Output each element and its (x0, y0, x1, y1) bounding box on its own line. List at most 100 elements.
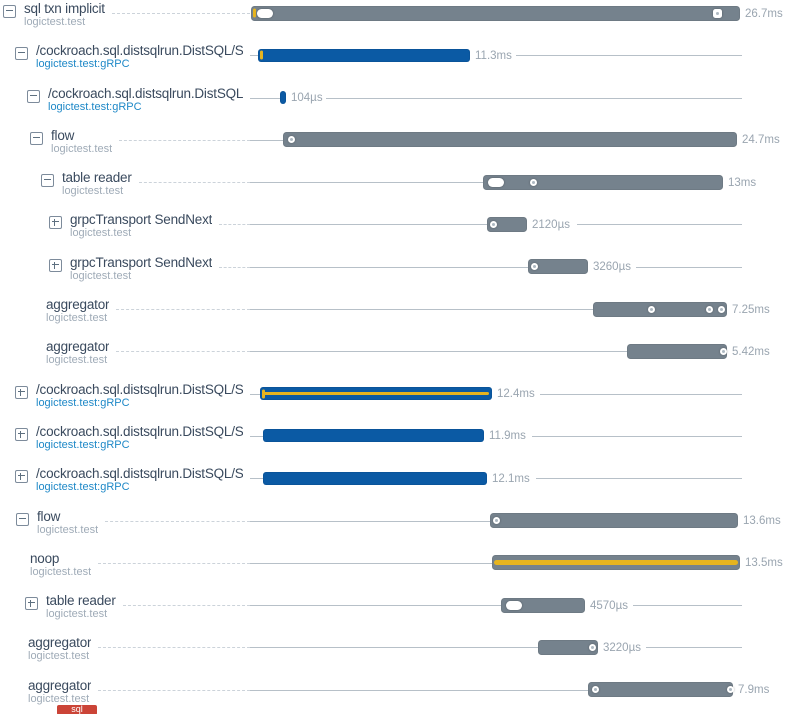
collapse-icon[interactable] (30, 131, 43, 145)
event-marker-dot[interactable] (592, 686, 599, 694)
span-title[interactable]: sql txn implicit (24, 2, 105, 16)
expand-icon[interactable] (15, 470, 28, 484)
span-bar[interactable] (588, 682, 733, 698)
event-marker-pill[interactable] (488, 177, 504, 187)
span-label-zone: aggregator logictest.test (0, 636, 252, 666)
span-duration: 3220µs (603, 641, 641, 654)
span-bar[interactable] (260, 387, 492, 401)
span-duration: 12.1ms (492, 472, 530, 485)
expand-icon[interactable] (15, 427, 28, 441)
expand-icon[interactable] (25, 597, 38, 611)
span-bar[interactable] (283, 132, 737, 148)
span-subtitle[interactable]: logictest.test:gRPC (36, 58, 130, 71)
span-title[interactable]: table reader (46, 594, 116, 609)
span-bar[interactable] (627, 343, 727, 359)
event-marker-dot[interactable] (530, 178, 537, 186)
span-row: grpcTransport SendNext logictest.test 21… (0, 211, 786, 253)
indent-spacer (0, 2, 3, 3)
span-bar[interactable] (263, 471, 487, 485)
leader-dotted-line (105, 520, 250, 522)
span-title[interactable]: flow (37, 509, 61, 524)
expand-icon[interactable] (15, 385, 28, 399)
span-title[interactable]: grpcTransport SendNext (70, 255, 213, 270)
span-duration: 11.3ms (475, 49, 512, 62)
span-title[interactable]: /cockroach.sql.distsqlrun.DistSQL/S (48, 86, 243, 101)
yellow-start-tick (262, 389, 265, 399)
span-texts: aggregator logictest.test (46, 298, 109, 324)
span-row: aggregator logictest.test 5.42ms (0, 338, 786, 380)
span-duration: 5.42ms (732, 345, 770, 358)
event-marker-sqdot[interactable] (713, 8, 722, 18)
span-subtitle[interactable]: logictest.test:gRPC (48, 100, 142, 113)
indent-spacer (0, 425, 15, 426)
span-bar[interactable] (280, 91, 286, 105)
span-title[interactable]: flow (51, 128, 75, 143)
span-bar[interactable] (501, 597, 585, 613)
span-row: /cockroach.sql.distsqlrun.DistSQL/Set lo… (0, 423, 786, 465)
timeline-pre-line (250, 224, 487, 226)
collapse-icon[interactable] (15, 47, 28, 61)
indent-spacer (0, 383, 15, 384)
span-bar[interactable] (483, 174, 723, 190)
span-label-zone: flow logictest.test (0, 129, 252, 159)
span-duration: 13.5ms (745, 557, 783, 570)
span-title[interactable]: grpcTransport SendNext (70, 213, 213, 228)
event-marker-dot[interactable] (648, 305, 655, 313)
timeline-pre-line (250, 647, 538, 649)
span-subtitle[interactable]: logictest.test:gRPC (36, 396, 130, 409)
span-bar[interactable] (538, 639, 598, 655)
span-texts: sql txn implicit logictest.test (24, 2, 105, 28)
timeline-pre-line (250, 266, 528, 268)
span-label-zone: /cockroach.sql.distsqlrun.DistSQL/S logi… (0, 87, 252, 117)
span-subtitle[interactable]: logictest.test:gRPC (36, 438, 130, 451)
timeline-pre-line (250, 478, 263, 480)
collapse-icon[interactable] (41, 174, 54, 188)
span-title[interactable]: /cockroach.sql.distsqlrun.DistSQL/Set (36, 44, 243, 59)
span-bar[interactable] (487, 216, 527, 232)
collapse-icon[interactable] (16, 512, 29, 526)
span-title[interactable]: /cockroach.sql.distsqlrun.DistSQL/Set (36, 467, 243, 482)
event-marker-dot[interactable] (288, 136, 295, 144)
span-texts: grpcTransport SendNext logictest.test (70, 256, 212, 282)
expand-icon[interactable] (49, 258, 62, 272)
event-marker-dot[interactable] (706, 305, 713, 313)
span-subtitle: logictest.test (28, 650, 90, 663)
span-title[interactable]: /cockroach.sql.distsqlrun.DistSQL/Set (36, 382, 243, 397)
event-marker-dot[interactable] (727, 686, 734, 694)
event-marker-dot[interactable] (589, 643, 596, 651)
span-bar[interactable] (263, 429, 484, 443)
event-marker-dot[interactable] (720, 347, 727, 355)
leader-dotted-line (119, 139, 250, 141)
span-bar[interactable] (528, 259, 588, 275)
span-label-zone: /cockroach.sql.distsqlrun.DistSQL/Set lo… (0, 383, 252, 413)
event-marker-dot[interactable] (718, 305, 725, 313)
event-marker-dot[interactable] (490, 220, 497, 228)
timeline-post-line (516, 55, 742, 57)
span-texts: noop logictest.test (30, 552, 91, 578)
span-bar[interactable] (593, 301, 727, 317)
span-bar[interactable] (251, 5, 740, 21)
collapse-icon[interactable] (27, 89, 40, 103)
span-title[interactable]: table reader (62, 171, 132, 186)
span-subtitle: logictest.test (37, 523, 99, 536)
span-subtitle[interactable]: logictest.test:gRPC (36, 481, 130, 494)
event-marker-dot[interactable] (531, 263, 538, 271)
span-label-zone: aggregator logictest.test (0, 298, 252, 328)
expand-icon[interactable] (49, 216, 62, 230)
event-marker-pill[interactable] (506, 600, 522, 610)
event-marker-dot[interactable] (493, 517, 500, 525)
span-row: flow logictest.test 24.7ms (0, 127, 786, 169)
span-title[interactable]: /cockroach.sql.distsqlrun.DistSQL/Set (36, 424, 243, 439)
span-bar[interactable] (492, 555, 740, 571)
span-duration: 13.6ms (743, 515, 781, 528)
span-bar[interactable] (258, 48, 470, 62)
collapse-icon[interactable] (3, 5, 16, 18)
yellow-start-tick (253, 8, 256, 18)
indent-spacer (0, 467, 15, 468)
yellow-stripe (263, 392, 489, 396)
span-subtitle: logictest.test (30, 565, 92, 578)
span-bar[interactable] (490, 513, 738, 529)
span-row: aggregator logictest.test 3220µs (0, 634, 786, 676)
event-marker-pill[interactable] (257, 8, 273, 18)
